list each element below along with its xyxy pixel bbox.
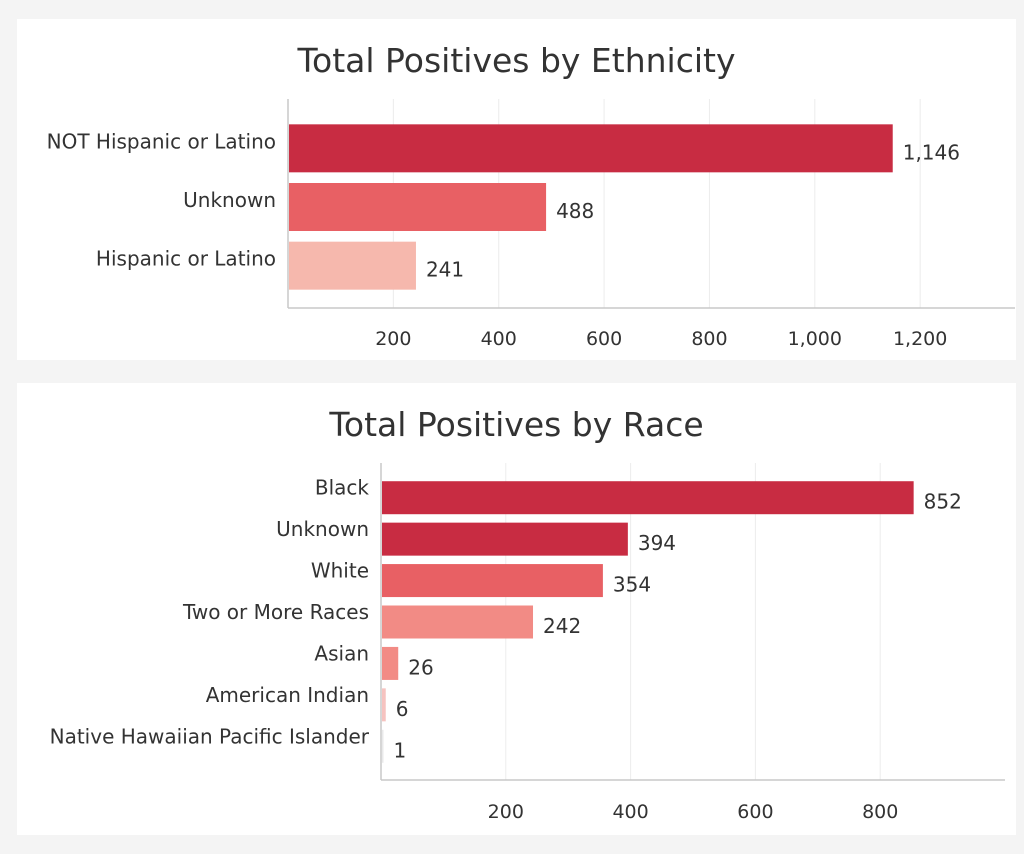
race-chart-panel: Total Positives by Race 200 400 600 800 Blac… [17,383,1016,835]
x-tick-label: 600 [737,801,773,823]
category-label: Asian [314,641,369,665]
category-label: White [311,559,369,583]
bar [289,124,893,173]
category-label: Hispanic or Latino [96,247,276,271]
x-tick-label: 1,200 [893,328,947,350]
category-label: American Indian [206,683,369,707]
category-label: NOT Hispanic or Latino [47,129,276,153]
value-label: 488 [556,199,594,223]
bar [382,564,603,598]
value-label: 354 [613,573,651,597]
value-label: 26 [408,655,433,679]
value-label: 852 [924,490,962,514]
value-label: 242 [543,614,581,638]
x-tick-label: 400 [612,801,648,823]
bar [382,688,386,722]
bar [382,646,399,680]
bar [289,241,416,290]
bar [382,729,384,763]
x-tick-label: 1,000 [788,328,842,350]
x-tick-label: 800 [862,801,898,823]
x-tick-label: 800 [691,328,727,350]
bar [382,481,914,515]
category-label: Two or More Races [182,600,369,624]
category-label: Unknown [183,188,276,212]
category-label: Native Hawaiian Pacific Islander [50,724,370,748]
value-label: 6 [396,697,409,721]
value-label: 241 [426,258,464,282]
value-label: 1 [394,738,407,762]
ethnicity-chart: 200 400 600 800 1,000 1,200 NOT Hispanic or La… [47,99,1015,350]
value-label: 394 [638,531,676,555]
category-label: Black [315,476,370,500]
race-chart: 200 400 600 800 Black 852 Unknown 394 White 354 Tw… [50,463,1005,823]
x-tick-label: 200 [488,801,524,823]
ethnicity-chart-panel: Total Positives by Ethnicity 200 400 600 80… [17,19,1016,360]
x-tick-label: 600 [586,328,622,350]
value-label: 1,146 [903,140,960,164]
x-tick-label: 200 [375,328,411,350]
bar [289,183,547,231]
race-chart-title: Total Positives by Race [329,405,704,444]
ethnicity-chart-title: Total Positives by Ethnicity [297,41,736,80]
bar [382,522,628,556]
category-label: Unknown [276,517,369,541]
x-tick-label: 400 [481,328,517,350]
bar [382,605,534,639]
